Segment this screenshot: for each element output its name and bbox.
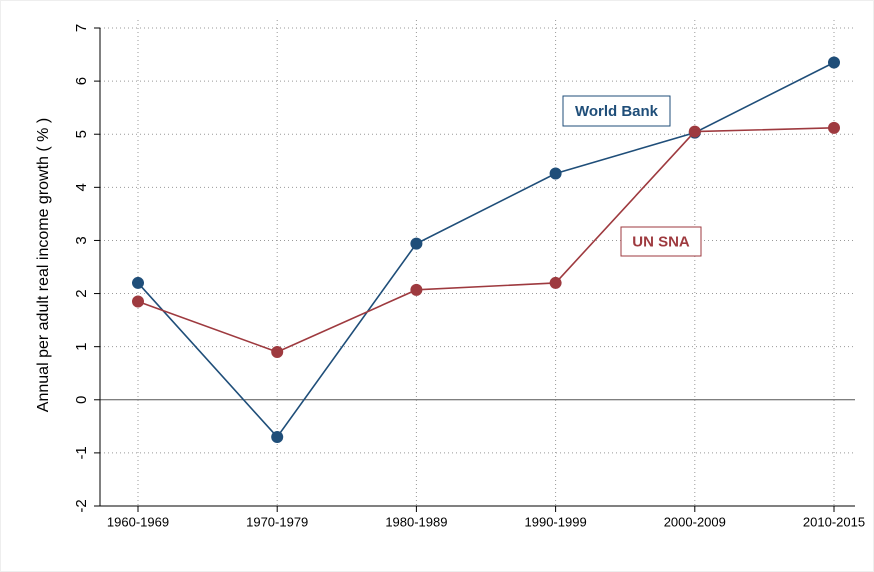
x-tick-label: 2010-2015 [803, 514, 865, 529]
series-line [137, 127, 835, 353]
data-point [132, 295, 144, 308]
y-tick-label: 6 [73, 77, 90, 85]
y-tick-label: -1 [73, 446, 90, 459]
y-tick-label: 2 [73, 289, 90, 297]
data-point [828, 56, 840, 69]
data-point [271, 430, 284, 443]
data-point [410, 237, 423, 250]
series-label: UN SNA [632, 233, 690, 250]
series-label: World Bank [575, 103, 659, 120]
data-point [271, 345, 284, 358]
y-tick-label: -2 [73, 499, 90, 512]
data-point [549, 276, 562, 289]
x-tick-label: 1990-1999 [525, 514, 587, 529]
data-point [828, 121, 840, 134]
data-point [410, 283, 423, 296]
x-tick-label: 1960-1969 [107, 514, 169, 529]
y-tick-label: 0 [73, 396, 90, 404]
data-point [688, 125, 701, 138]
series-label-box [620, 226, 702, 257]
data-point [132, 276, 144, 289]
series-line [137, 61, 835, 439]
y-tick-label: 5 [73, 130, 90, 138]
x-tick-label: 2000-2009 [664, 514, 726, 529]
y-tick-label: 1 [73, 342, 90, 350]
data-point [549, 167, 562, 180]
y-tick-label: 4 [73, 183, 90, 191]
series-label-box [562, 95, 671, 127]
x-tick-label: 1970-1979 [246, 514, 308, 529]
y-axis-label: Annual per adult real income growth ( % … [35, 118, 52, 412]
y-tick-label: 7 [73, 24, 90, 32]
y-tick-label: 3 [73, 236, 90, 244]
x-tick-label: 1980-1989 [385, 514, 447, 529]
